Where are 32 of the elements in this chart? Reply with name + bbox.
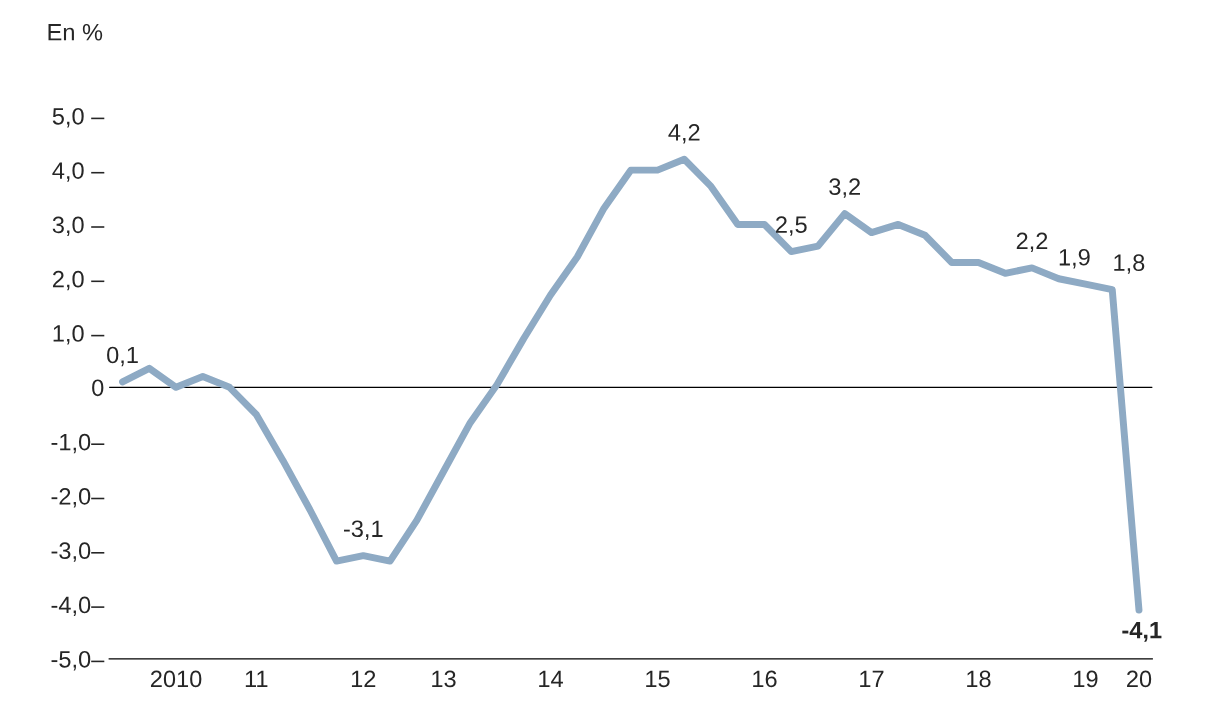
- x-tick-label: 12: [351, 670, 376, 688]
- data-label: -4,1: [1122, 621, 1162, 642]
- data-label: 1,8: [1114, 254, 1145, 274]
- y-tick-label: 3,0 –: [52, 216, 105, 237]
- data-label: 1,9: [1059, 248, 1090, 269]
- x-tick-label: 20: [1127, 670, 1152, 688]
- data-label: 3,2: [829, 178, 860, 198]
- data-label: 2,5: [776, 216, 807, 236]
- x-tick-label: 13: [432, 670, 456, 688]
- x-tick-label: 15: [646, 670, 670, 688]
- y-tick-label: 5,0 –: [52, 107, 105, 128]
- x-tick-label: 17: [860, 670, 884, 688]
- y-axis-title: En %: [48, 23, 103, 41]
- x-tick-label: 14: [539, 670, 563, 688]
- data-label: 4,2: [668, 124, 700, 144]
- x-tick-label: 2010: [150, 670, 202, 688]
- y-tick-label: -4,0–: [51, 596, 105, 617]
- x-tick-label: 18: [967, 670, 991, 688]
- y-tick-label: 1,0 –: [53, 325, 105, 345]
- y-tick-label: -3,0–: [51, 542, 105, 562]
- data-label: 2,2: [1016, 232, 1048, 253]
- x-tick-label: 19: [1074, 670, 1098, 688]
- y-tick-label: 0: [92, 379, 104, 397]
- y-tick-label: -2,0–: [51, 488, 105, 508]
- y-tick-label: 2,0 –: [52, 270, 105, 291]
- y-tick-label: -5,0–: [51, 650, 105, 671]
- x-tick-label: 16: [753, 670, 777, 688]
- y-tick-label: 4,0 –: [52, 162, 105, 182]
- data-label: -3,1: [343, 520, 383, 540]
- data-label: 0,1: [107, 346, 138, 367]
- y-tick-label: -1,0–: [51, 433, 105, 454]
- x-tick-label: 11: [245, 670, 268, 688]
